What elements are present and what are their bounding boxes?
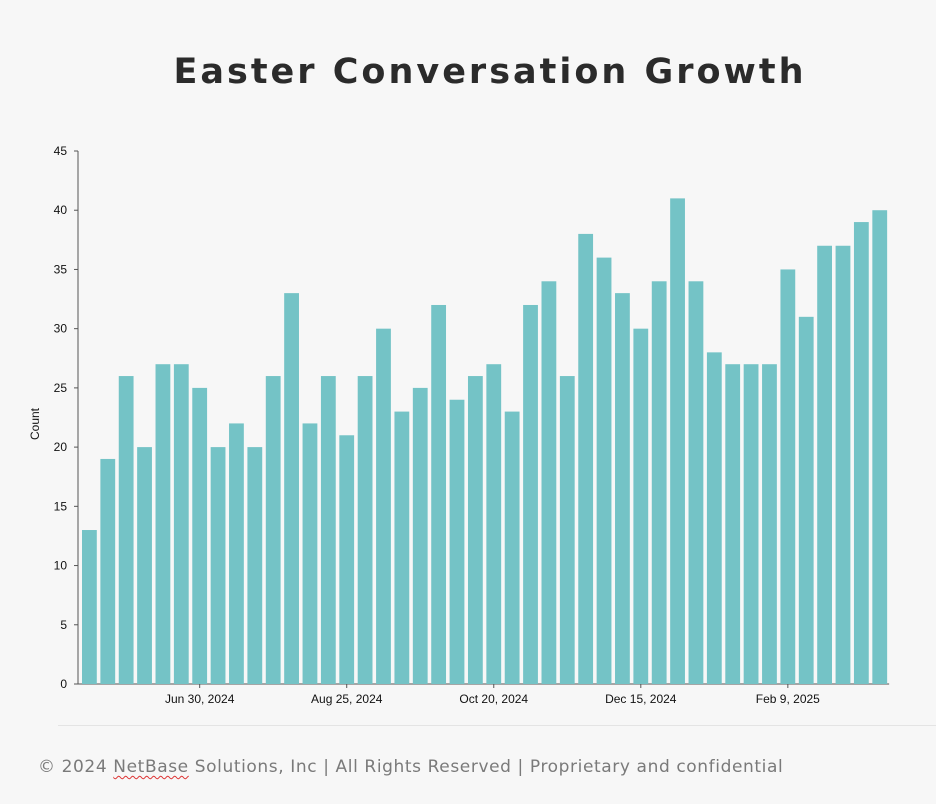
bar [100,458,116,684]
bar [578,233,594,684]
bar [320,376,336,684]
x-tick-label: Aug 25, 2024 [311,692,383,706]
bar [431,304,447,684]
y-tick-label: 20 [54,440,68,454]
bar [229,423,244,684]
footer-brand: NetBase [113,757,189,777]
bar [486,364,502,684]
bar [467,376,483,684]
bar [743,364,759,684]
bar [688,281,704,684]
bar [247,447,263,684]
bar [118,376,134,684]
bar [670,198,685,684]
bar [210,447,226,684]
y-tick-label: 10 [54,559,68,573]
bar [651,281,667,684]
y-tick-label: 0 [60,677,67,691]
bar-chart: 0 5 10 15 20 25 30 35 40 45 Jun 30, 2024 Aug 25, 2… [28,144,890,706]
bar [817,245,832,684]
bar [192,387,208,684]
x-tick-label: Feb 9, 2025 [756,692,820,706]
bar [633,328,649,684]
bar [82,530,97,684]
bar [137,447,152,684]
y-tick-label: 30 [54,322,68,336]
bar [615,293,630,684]
chart-title: Easter Conversation Growth [173,52,807,92]
bar [265,376,281,684]
bar [541,281,557,684]
bar [835,245,851,684]
bar [596,257,612,684]
bar [798,316,814,684]
bar [449,399,465,684]
x-tick-label: Dec 15, 2024 [605,692,677,706]
footer-rest: Solutions, Inc | All Rights Reserved | P… [188,757,784,777]
bar [853,222,869,685]
bar [376,328,391,684]
footer-text: © 2024 NetBase Solutions, Inc | All Righ… [38,757,783,777]
bar [872,210,888,684]
bar [412,387,428,684]
y-tick-label: 45 [54,144,68,158]
bar [357,376,373,684]
bar [780,269,796,684]
x-tick-label: Jun 30, 2024 [165,692,235,706]
bar [559,376,575,684]
bar [302,423,318,684]
bar [173,364,189,684]
y-tick-label: 40 [54,203,68,217]
bar [284,293,299,684]
y-axis-label: Count [28,407,42,440]
y-axis: 0 5 10 15 20 25 30 35 40 45 [54,144,79,691]
y-tick-label: 5 [60,618,67,632]
bar [762,364,777,684]
bar [523,304,538,684]
y-tick-label: 15 [54,499,68,513]
bar [339,435,355,684]
footer-copyright: © 2024 [38,757,108,777]
x-axis: Jun 30, 2024 Aug 25, 2024 Oct 20, 2024 Dec … [78,683,890,706]
bar [504,411,520,684]
y-tick-label: 35 [54,262,68,276]
y-tick-label: 25 [54,381,68,395]
footer-divider [58,725,936,726]
bar [155,364,171,684]
bars [82,198,888,685]
bar [394,411,410,684]
x-tick-label: Oct 20, 2024 [459,692,528,706]
bar [706,352,722,684]
bar [725,364,741,684]
